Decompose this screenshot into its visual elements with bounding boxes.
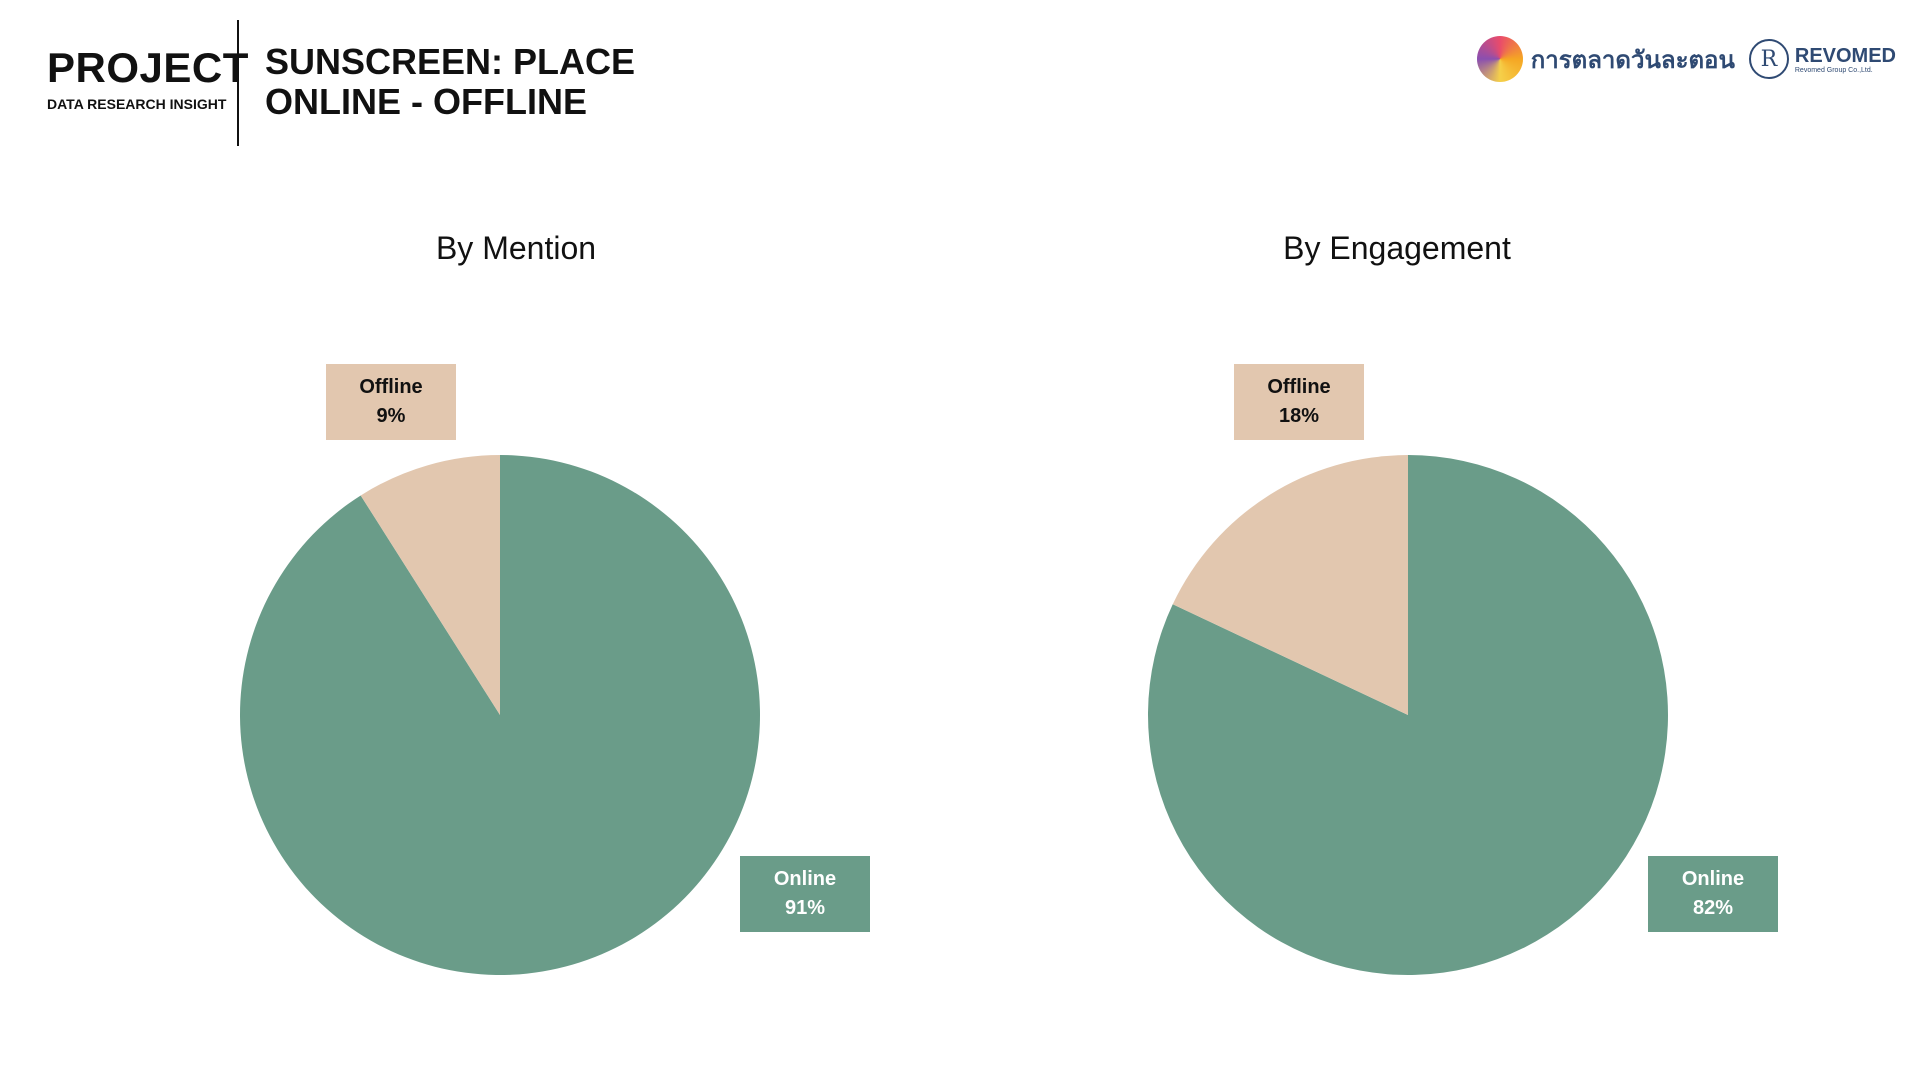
- revomed-logo-name: REVOMED: [1794, 44, 1896, 67]
- pie-slice-online-1: [1148, 455, 1669, 975]
- logos: การตลาดวันละตอน R REVOMED Revomed Group …: [1476, 36, 1896, 82]
- revomed-logo: R REVOMED Revomed Group Co.,Ltd.: [1748, 39, 1896, 79]
- chart-title-mention: By Mention: [435, 230, 597, 266]
- data-label-offline-1: Offline 18%: [1234, 364, 1364, 440]
- partner-logo: การตลาดวันละตอน: [1476, 36, 1735, 82]
- revomed-logo-sub: Revomed Group Co.,Ltd.: [1794, 66, 1873, 74]
- data-label-box-online-0: [740, 856, 870, 932]
- data-label-online-0: Online 91%: [740, 856, 870, 932]
- data-label-offline-0: Offline 9%: [326, 364, 456, 440]
- data-label-value-offline-0: 9%: [377, 405, 406, 427]
- data-label-box-online-1: [1648, 856, 1778, 932]
- project-header: PROJECT DATA RESEARCH INSIGHT: [47, 44, 249, 112]
- revomed-logo-icon: R: [1748, 39, 1789, 79]
- page-title-line-1: SUNSCREEN: PLACE: [265, 41, 636, 82]
- partner-logo-icon: [1476, 36, 1523, 82]
- pie-slice-offline-0: [360, 455, 500, 715]
- project-subtitle: DATA RESEARCH INSIGHT: [47, 96, 227, 112]
- data-label-category-offline-0: Offline: [359, 376, 422, 398]
- partner-logo-text: การตลาดวันละตอน: [1530, 46, 1735, 74]
- data-label-value-online-0: 91%: [785, 897, 825, 919]
- data-label-value-online-1: 82%: [1693, 897, 1733, 919]
- data-label-box-offline-0: [326, 364, 456, 440]
- data-label-online-1: Online 82%: [1648, 856, 1778, 932]
- data-label-box-offline-1: [1234, 364, 1364, 440]
- page-title: SUNSCREEN: PLACE ONLINE - OFFLINE: [265, 42, 635, 122]
- header-divider: [237, 20, 239, 146]
- data-label-category-online-1: Online: [1682, 868, 1744, 890]
- chart-title-engagement: By Engagement: [1283, 230, 1511, 266]
- data-label-category-online-0: Online: [774, 868, 836, 890]
- pie-slice-offline-1: [1172, 455, 1408, 715]
- project-title: PROJECT: [47, 44, 249, 91]
- data-label-category-offline-1: Offline: [1267, 376, 1330, 398]
- page-title-line-2: ONLINE - OFFLINE: [265, 81, 587, 122]
- data-label-value-offline-1: 18%: [1279, 405, 1319, 427]
- pie-slice-online-0: [239, 455, 760, 976]
